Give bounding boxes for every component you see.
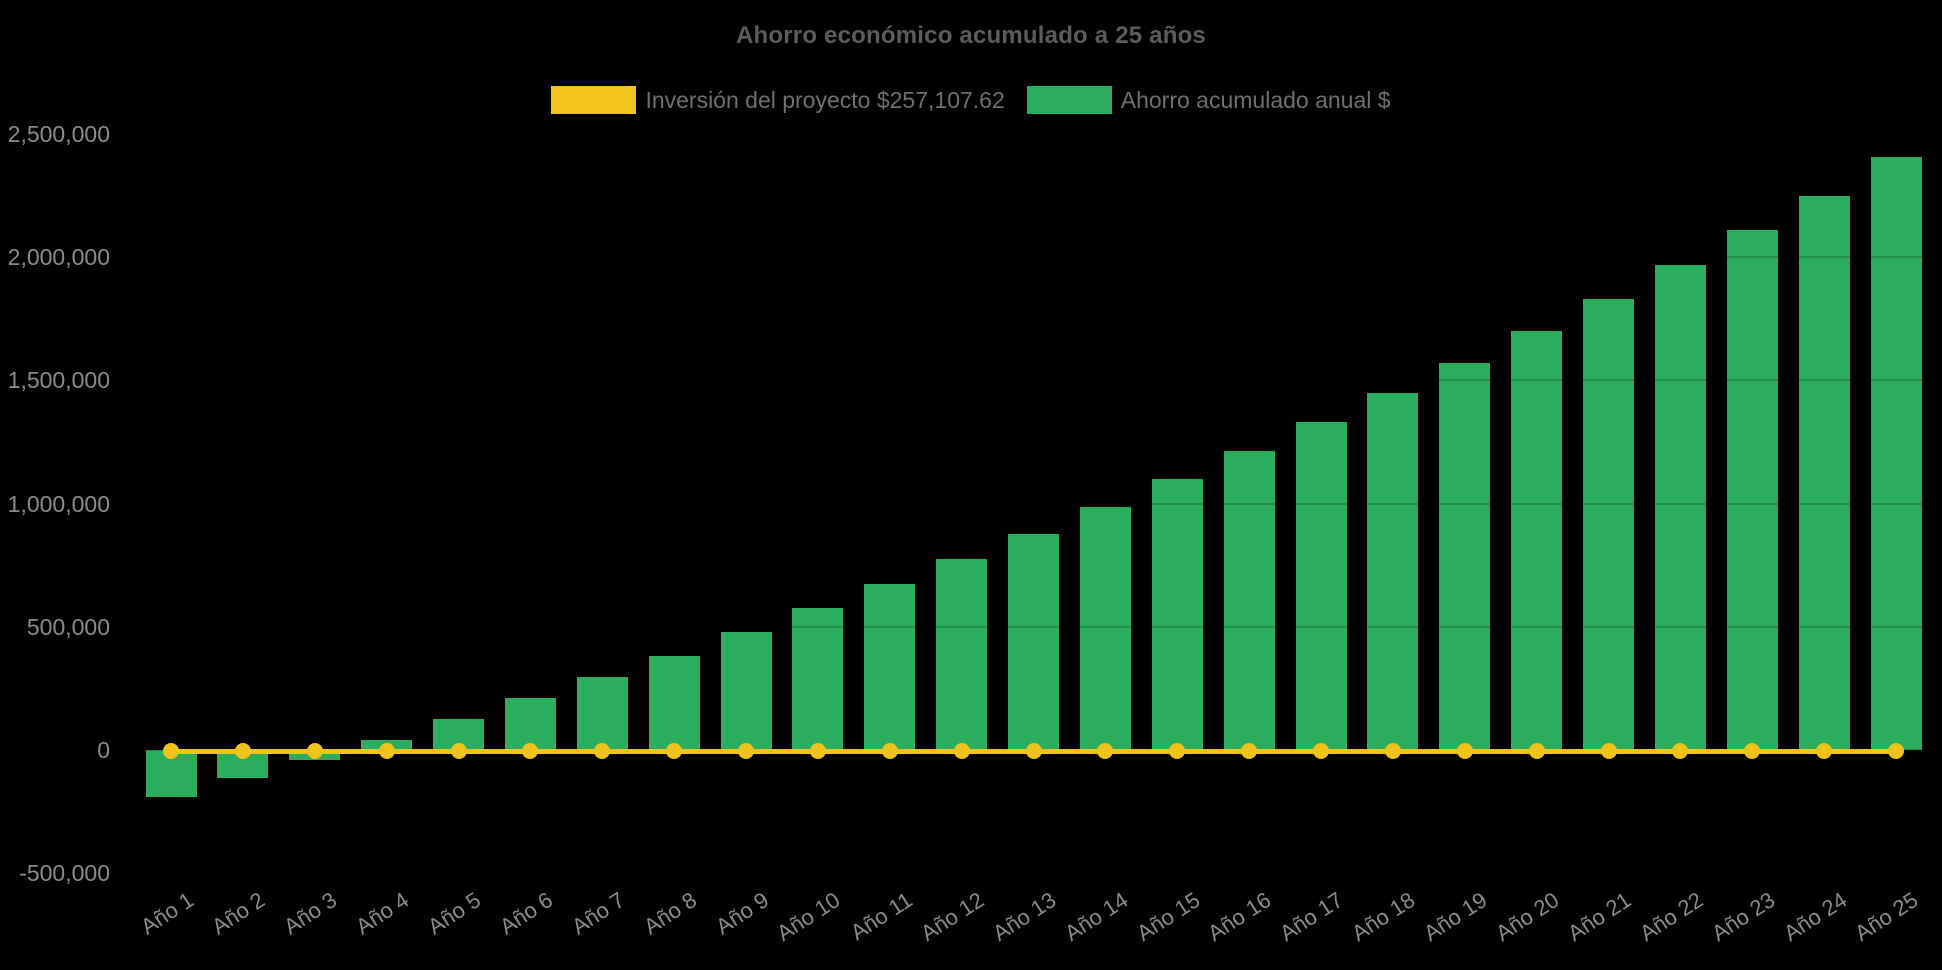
- bar-ahorro-año-14: [1079, 507, 1131, 750]
- investment-point-año-4: [378, 743, 395, 759]
- xtick-año-4: Año 4: [351, 887, 414, 940]
- legend-label-ahorro: Ahorro acumulado anual $: [1120, 86, 1391, 113]
- xtick-año-13: Año 13: [988, 887, 1061, 946]
- bar-ahorro-año-23: [1726, 230, 1778, 750]
- legend-swatch-ahorro: [1026, 86, 1112, 114]
- ytick-0: 0: [97, 737, 110, 763]
- bar-ahorro-año-16: [1223, 450, 1275, 750]
- gridline-1000000: [130, 502, 1922, 505]
- investment-point-año-5: [450, 743, 467, 759]
- bar-ahorro-año-18: [1367, 392, 1419, 750]
- bar-ahorro-año-20: [1511, 331, 1563, 750]
- legend-swatch-inversion: [551, 86, 637, 114]
- bar-ahorro-año-9: [720, 631, 772, 750]
- ytick--500000: -500,000: [19, 860, 110, 887]
- investment-point-año-7: [594, 743, 611, 759]
- investment-point-año-12: [953, 743, 970, 759]
- xtick-año-18: Año 18: [1347, 887, 1420, 946]
- xtick-año-1: Año 1: [135, 887, 198, 940]
- investment-point-año-15: [1169, 743, 1186, 759]
- investment-point-año-20: [1528, 743, 1545, 759]
- legend-item-inversion[interactable]: Inversión del proyecto $257,107.62: [551, 86, 1005, 114]
- investment-point-año-17: [1313, 743, 1330, 759]
- bar-ahorro-año-8: [648, 656, 700, 750]
- investment-point-año-3: [306, 743, 323, 759]
- xtick-año-25: Año 25: [1850, 887, 1923, 946]
- bar-ahorro-año-25: [1870, 157, 1922, 750]
- bar-ahorro-año-7: [576, 677, 628, 750]
- xtick-año-21: Año 21: [1563, 887, 1636, 946]
- xtick-año-11: Año 11: [845, 887, 917, 946]
- xtick-año-7: Año 7: [567, 887, 629, 940]
- investment-point-año-21: [1600, 743, 1617, 759]
- investment-point-año-13: [1025, 743, 1042, 759]
- bar-ahorro-año-17: [1295, 422, 1347, 750]
- xtick-año-19: Año 19: [1419, 887, 1492, 946]
- xtick-año-14: Año 14: [1059, 887, 1133, 946]
- bar-ahorro-año-21: [1583, 299, 1635, 750]
- ytick-1000000: 1,000,000: [7, 490, 110, 517]
- investment-point-año-22: [1672, 743, 1689, 759]
- bar-ahorro-año-11: [864, 583, 916, 750]
- gridline--500000: [130, 872, 1922, 875]
- xtick-año-23: Año 23: [1706, 887, 1779, 946]
- xtick-año-8: Año 8: [638, 887, 701, 940]
- investment-point-año-1: [163, 743, 179, 759]
- legend-item-ahorro[interactable]: Ahorro acumulado anual $: [1026, 86, 1391, 114]
- investment-point-año-10: [809, 743, 826, 759]
- investment-point-año-2: [234, 743, 251, 759]
- xtick-año-20: Año 20: [1491, 887, 1564, 946]
- ytick-2500000: 2,500,000: [7, 121, 110, 147]
- legend-label-inversion: Inversión del proyecto $257,107.62: [645, 86, 1005, 113]
- investment-point-año-24: [1816, 743, 1833, 759]
- investment-point-año-16: [1241, 743, 1258, 759]
- investment-point-año-23: [1744, 743, 1761, 759]
- ytick-1500000: 1,500,000: [7, 367, 110, 394]
- bar-ahorro-año-6: [504, 698, 556, 750]
- investment-point-año-9: [738, 743, 755, 759]
- xtick-año-9: Año 9: [710, 887, 773, 940]
- xtick-año-10: Año 10: [772, 887, 845, 946]
- xtick-año-16: Año 16: [1203, 887, 1276, 946]
- gridline-2500000: [130, 133, 1922, 135]
- bar-ahorro-año-24: [1798, 195, 1850, 750]
- legend: Inversión del proyecto $257,107.62 Ahorro…: [0, 84, 1942, 116]
- xtick-año-22: Año 22: [1635, 887, 1708, 946]
- gridline-2000000: [130, 256, 1922, 259]
- bar-ahorro-año-22: [1654, 264, 1706, 750]
- xtick-año-24: Año 24: [1778, 887, 1851, 946]
- xtick-año-17: Año 17: [1275, 887, 1348, 946]
- bar-ahorro-año-12: [936, 559, 988, 750]
- ytick-500000: 500,000: [26, 613, 110, 640]
- xtick-año-3: Año 3: [279, 887, 342, 940]
- chart-title: Ahorro económico acumulado a 25 años: [736, 22, 1206, 49]
- investment-point-año-11: [881, 743, 898, 759]
- ytick-2000000: 2,000,000: [7, 244, 110, 271]
- investment-point-año-6: [522, 743, 539, 759]
- bar-ahorro-año-13: [1008, 534, 1060, 750]
- bar-ahorro-año-15: [1151, 478, 1203, 750]
- xtick-año-2: Año 2: [207, 887, 270, 940]
- xtick-año-15: Año 15: [1131, 887, 1204, 946]
- investment-point-año-25: [1888, 743, 1905, 759]
- xtick-año-12: Año 12: [916, 887, 989, 946]
- investment-point-año-8: [666, 743, 683, 759]
- investment-point-año-18: [1384, 743, 1401, 759]
- bar-ahorro-año-19: [1439, 363, 1491, 750]
- investment-point-año-14: [1097, 743, 1114, 759]
- gridline-1500000: [130, 379, 1922, 382]
- xtick-año-6: Año 6: [495, 887, 558, 940]
- bar-ahorro-año-10: [792, 608, 844, 750]
- investment-point-año-19: [1456, 743, 1473, 759]
- gridline-500000: [130, 625, 1922, 628]
- xtick-año-5: Año 5: [423, 887, 486, 940]
